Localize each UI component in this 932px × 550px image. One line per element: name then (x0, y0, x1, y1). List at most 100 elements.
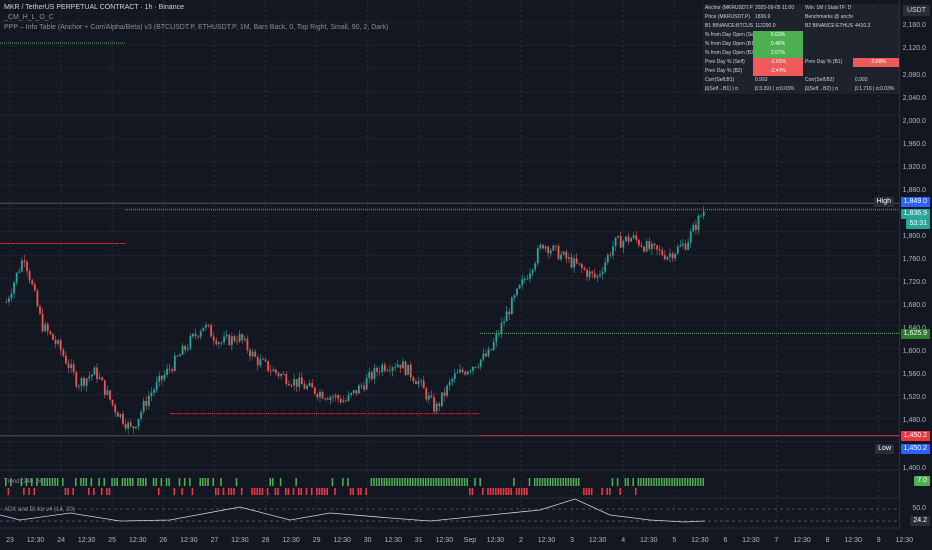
candle-body (109, 390, 111, 400)
candle-body (547, 246, 550, 254)
candle-body (316, 393, 319, 398)
candle-body (350, 393, 353, 395)
info-table-cell: Benchmarks @ anchor (803, 13, 853, 22)
trend-bar (49, 478, 51, 486)
trend-bar (266, 488, 269, 495)
candle-body (10, 293, 13, 299)
currency-button[interactable]: USDT (902, 5, 930, 16)
trend-bar (199, 478, 201, 486)
candle-body (277, 372, 280, 377)
trend-bar (360, 488, 362, 495)
candle-body (529, 273, 531, 279)
info-table-cell: Price (MKRUSDT.P) (703, 13, 753, 22)
trend-bar (202, 478, 204, 486)
candle-body (687, 242, 690, 250)
trend-bar (87, 488, 90, 495)
info-table-cell: β:1.716 | α:0.03% (853, 85, 903, 94)
trend-bar (463, 478, 466, 486)
time-axis-label: 12:30 (333, 537, 351, 544)
adx-indicator-label[interactable]: ADX and DI for v4 (14, 20) (4, 507, 75, 513)
trend-bar (75, 478, 77, 486)
candle-body (427, 395, 430, 400)
trend-bar (655, 478, 658, 486)
candle-body (342, 400, 345, 403)
candle-body (202, 327, 205, 332)
trend-bar (640, 478, 642, 486)
trend-bar (111, 478, 113, 486)
trend-bar (370, 478, 373, 486)
trend-bar (285, 488, 287, 495)
trend-bar (297, 488, 300, 495)
time-axis-label: 9 (876, 537, 881, 544)
info-table-cell (803, 49, 853, 58)
trend-bar (331, 478, 334, 486)
trend-bar (500, 488, 502, 495)
candle-body (396, 364, 399, 368)
trend-bar (645, 478, 647, 486)
candle-body (116, 412, 119, 417)
candle-body (534, 263, 537, 270)
trend-bar (471, 488, 474, 495)
info-table-cell (853, 4, 903, 13)
time-axis-label: 31 (414, 537, 423, 544)
candle-body (451, 378, 454, 382)
trend-bar (650, 478, 653, 486)
info-table-cell (803, 40, 853, 49)
trend-bar (469, 488, 471, 495)
green-level-tag: 1,625.9 (900, 329, 930, 339)
price-axis-label: 1,800.0 (902, 233, 926, 240)
price-scale[interactable]: USDT (899, 0, 932, 530)
candle-body (93, 367, 96, 375)
trend-bar (528, 478, 531, 486)
trend-bar (373, 478, 375, 486)
candle-body (303, 384, 306, 389)
candle-body (389, 370, 391, 372)
time-axis-label: 12:30 (180, 537, 198, 544)
trend-bar (386, 478, 388, 486)
candle-body (163, 374, 166, 380)
candle-body (65, 355, 67, 364)
candle-body (635, 235, 638, 240)
trend-bar (108, 488, 111, 495)
symbol-title[interactable]: MKR / TetherUS PERPETUAL CONTRACT · 1h ·… (4, 4, 184, 11)
candle-body (355, 390, 358, 394)
trend-bar (204, 478, 207, 486)
candle-body (246, 338, 249, 351)
time-axis-label: 30 (363, 537, 372, 544)
candle-body (446, 385, 448, 396)
price-axis-label: 1,600.0 (902, 348, 926, 355)
trend-indicator-label[interactable]: Trend (240, 60) (4, 479, 46, 485)
high-label: High (873, 197, 894, 207)
candle-body (215, 340, 218, 345)
candle-body (207, 324, 210, 326)
trend-bar (7, 488, 10, 495)
trend-bar (653, 478, 655, 486)
time-axis-label: 27 (210, 537, 219, 544)
time-axis-label: 12:30 (844, 537, 862, 544)
candle-body (448, 381, 451, 386)
time-axis-label: 7 (774, 537, 779, 544)
candle-body (49, 331, 52, 334)
candle-body (692, 224, 695, 232)
indicator-legend-info-table[interactable]: PPP – Info Table (Anchor + Corr/Alpha/Be… (4, 24, 389, 31)
candle-body (337, 395, 340, 399)
candle-body (578, 263, 581, 265)
candle-body (378, 371, 381, 373)
candle-body (555, 245, 557, 247)
candle-body (583, 267, 586, 270)
candle-body (324, 398, 327, 400)
price-axis-label: 1,400.0 (902, 465, 926, 472)
trend-bar (502, 488, 505, 495)
trend-bar (54, 478, 56, 486)
trend-bar (168, 478, 170, 486)
trend-bar (497, 488, 500, 495)
trend-bar (432, 478, 435, 486)
price-chart[interactable] (0, 0, 900, 530)
trend-bar (510, 488, 513, 495)
indicator-legend-hloc[interactable]: _CM_H_L_O_C (4, 14, 54, 21)
candle-body (482, 353, 485, 360)
trend-bar (334, 488, 336, 495)
candle-body (155, 381, 158, 390)
candle-body (521, 279, 524, 285)
candle-body (77, 386, 80, 388)
